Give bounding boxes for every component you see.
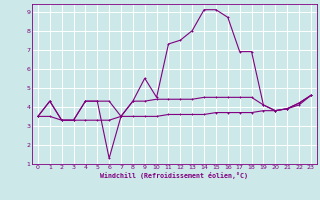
X-axis label: Windchill (Refroidissement éolien,°C): Windchill (Refroidissement éolien,°C) [100, 172, 248, 179]
